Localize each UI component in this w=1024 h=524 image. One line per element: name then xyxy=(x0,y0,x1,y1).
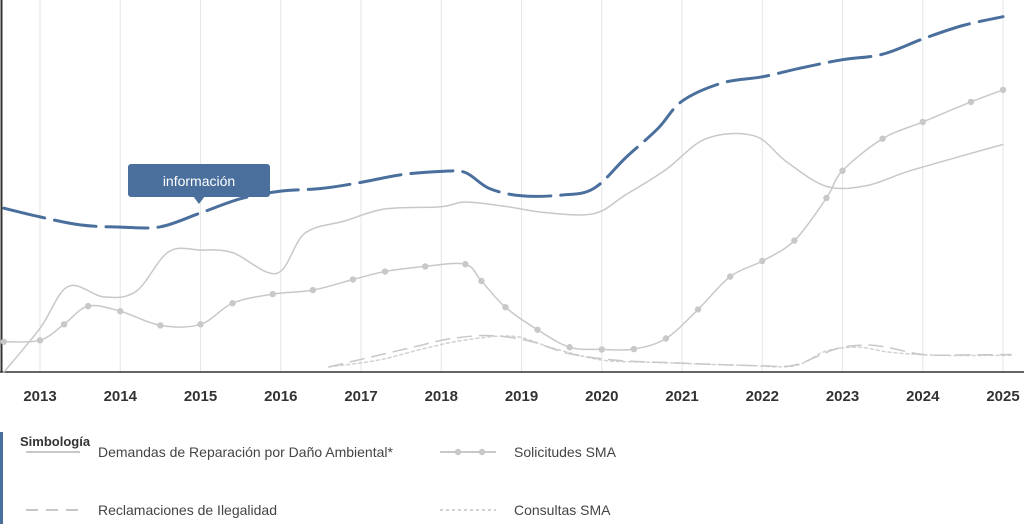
tooltip-pointer xyxy=(193,196,205,204)
x-tick-label: 2023 xyxy=(826,388,859,405)
series-solicitudes-sma xyxy=(0,86,1007,353)
series-line xyxy=(3,132,1004,373)
legend-swatch-solid xyxy=(26,451,80,453)
legend-label: Demandas de Reparación por Daño Ambienta… xyxy=(98,444,393,460)
x-tick-label: 2013 xyxy=(23,388,56,405)
data-point xyxy=(598,346,605,353)
data-point xyxy=(759,257,766,265)
data-point xyxy=(839,167,846,174)
series-serie-destacada xyxy=(2,15,1005,230)
legend-item-demandas[interactable]: Demandas de Reparación por Daño Ambienta… xyxy=(26,442,393,462)
x-tick-label: 2015 xyxy=(184,388,217,405)
x-tick-label: 2021 xyxy=(665,388,698,405)
legend: Simbología Demandas de Reparación por Da… xyxy=(0,422,1024,524)
data-point xyxy=(381,268,389,275)
data-point xyxy=(36,337,44,344)
series-reclamaciones-de-ilegalidad xyxy=(328,334,1012,368)
x-tick-label: 2025 xyxy=(986,388,1019,405)
data-point xyxy=(999,86,1007,94)
series-line xyxy=(328,335,1012,368)
x-tick-label: 2014 xyxy=(104,388,138,405)
series-line xyxy=(2,15,1005,230)
data-point xyxy=(309,286,317,294)
data-point xyxy=(919,118,926,126)
x-tick-label: 2024 xyxy=(906,388,940,405)
data-point xyxy=(630,345,638,353)
data-point xyxy=(967,98,975,106)
x-tick-label: 2019 xyxy=(505,388,538,405)
legend-label: Solicitudes SMA xyxy=(514,444,616,460)
data-point xyxy=(823,194,830,202)
line-chart: 2013 2014 2015 2016 2017 2018 2019 2020 2021 2022… xyxy=(0,0,1024,405)
legend-swatch-dots xyxy=(440,448,496,456)
legend-item-solicitudes[interactable]: Solicitudes SMA xyxy=(440,442,616,462)
x-tick-label: 2022 xyxy=(746,388,779,405)
data-point xyxy=(566,344,573,351)
x-tick-label: 2017 xyxy=(344,388,377,405)
tooltip: información xyxy=(128,164,270,197)
data-point xyxy=(462,261,469,268)
legend-label: Consultas SMA xyxy=(514,502,611,518)
data-point xyxy=(349,276,357,283)
data-point xyxy=(60,321,68,328)
legend-swatch-long-dash xyxy=(26,509,80,511)
data-point xyxy=(269,290,276,298)
data-point xyxy=(478,277,485,285)
data-point xyxy=(534,326,541,333)
data-point xyxy=(791,237,798,244)
data-point xyxy=(0,338,8,345)
data-point xyxy=(879,135,886,142)
data-point xyxy=(422,263,429,270)
legend-accent-bar xyxy=(0,432,3,524)
data-point xyxy=(662,335,670,342)
data-point xyxy=(502,304,509,311)
data-point xyxy=(726,273,734,280)
data-point xyxy=(157,322,164,329)
x-tick-label: 2018 xyxy=(425,388,458,405)
data-point xyxy=(229,300,236,307)
data-point xyxy=(197,321,204,328)
chart-area: 2013 2014 2015 2016 2017 2018 2019 2020 2021 2022… xyxy=(0,0,1024,405)
x-tick-label: 2016 xyxy=(264,388,297,405)
data-point xyxy=(694,306,702,313)
series-line xyxy=(328,334,1012,368)
tooltip-text: información xyxy=(162,172,236,189)
legend-title: Simbología xyxy=(20,434,91,449)
legend-item-reclamaciones[interactable]: Reclamaciones de Ilegalidad xyxy=(26,500,277,520)
data-point xyxy=(84,302,92,310)
legend-label: Reclamaciones de Ilegalidad xyxy=(98,502,277,518)
legend-swatch-short-dash xyxy=(440,509,496,511)
data-point xyxy=(117,308,124,315)
series-line xyxy=(3,89,1004,351)
legend-item-consultas[interactable]: Consultas SMA xyxy=(440,500,610,520)
x-tick-label: 2020 xyxy=(585,388,618,405)
series-demandas-de-reparaci-n-por-da-o-ambiental- xyxy=(3,132,1004,373)
series-consultas-sma xyxy=(328,335,1012,368)
